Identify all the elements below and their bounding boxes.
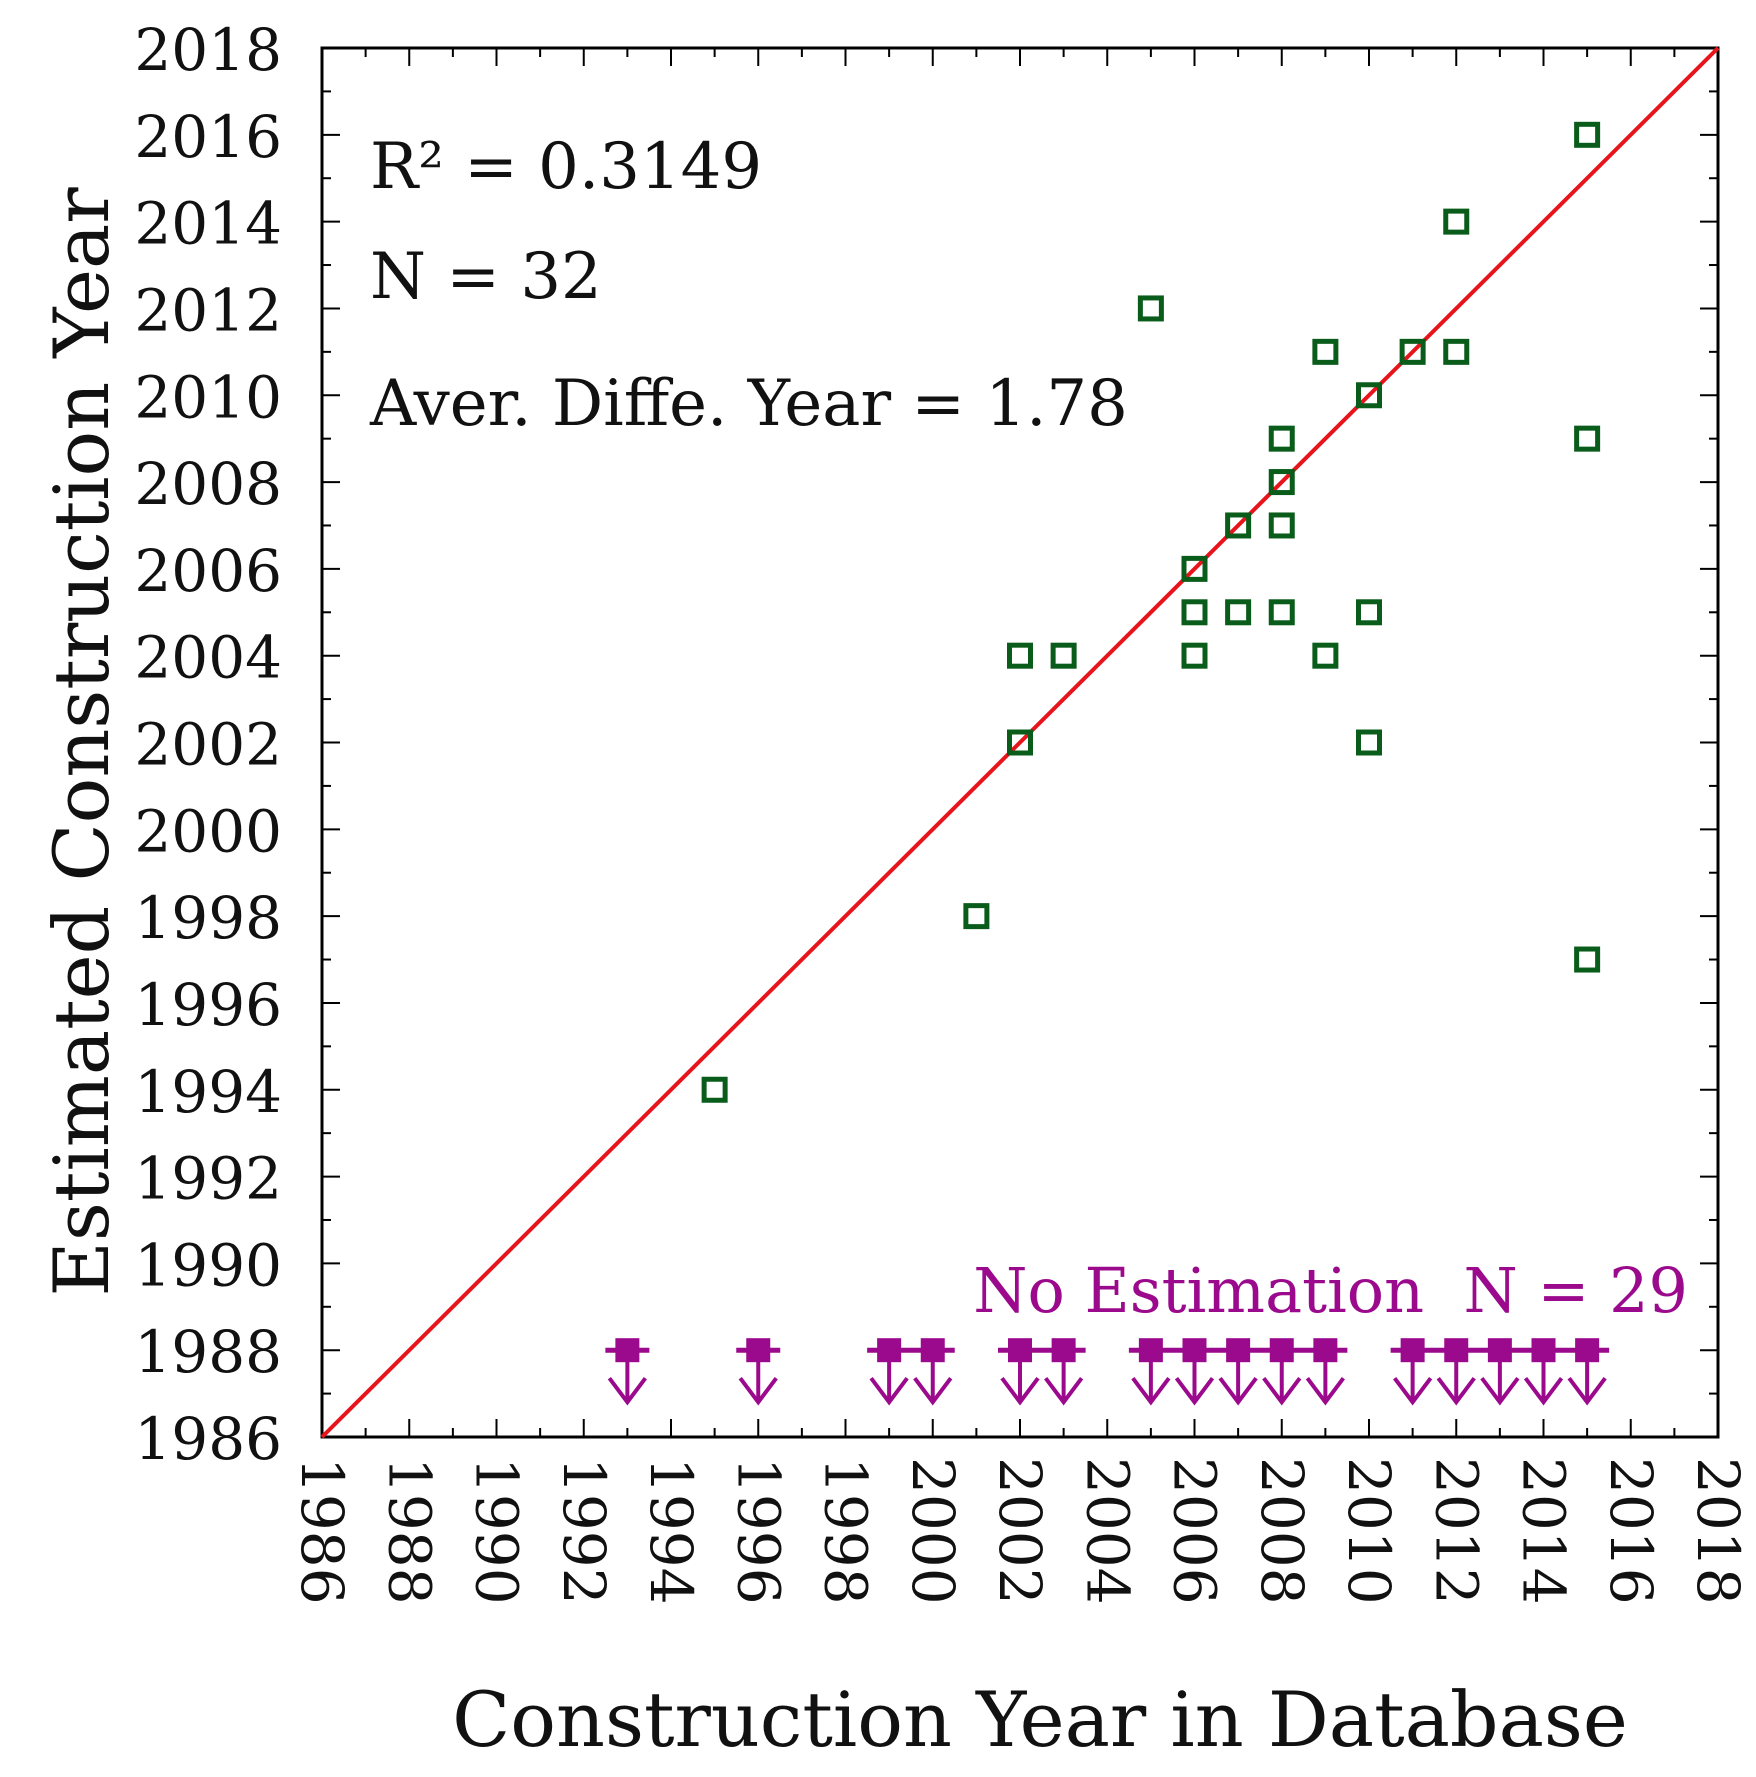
x-tick-label: 1998 — [812, 1457, 880, 1605]
estimated-point — [1268, 599, 1295, 626]
axis-ticks — [321, 47, 1719, 1438]
y-tick-label: 2006 — [134, 537, 282, 605]
no-estimation-arrow-head — [913, 1376, 953, 1406]
estimated-point — [1399, 338, 1426, 365]
estimated-point — [701, 1076, 728, 1103]
no-estimation-arrow-head — [1262, 1376, 1302, 1406]
estimated-point — [1356, 599, 1382, 626]
estimated-point — [1312, 338, 1339, 365]
no-estimation-arrow-head — [1218, 1376, 1258, 1406]
estimated-point — [1574, 425, 1601, 452]
estimated-point — [1181, 642, 1208, 669]
estimated-point — [1050, 642, 1077, 669]
x-tick-label: 2002 — [986, 1457, 1054, 1605]
y-axis-label: Estimated Construction Year — [37, 187, 126, 1297]
reference-line — [320, 46, 1720, 1439]
no-estimation-arrow-head — [1000, 1376, 1040, 1406]
no-estimation-arrow-head — [1131, 1376, 1171, 1406]
y-tick-label: 2010 — [134, 363, 282, 431]
x-tick-label: 1986 — [288, 1457, 356, 1605]
y-tick-label: 1986 — [134, 1405, 282, 1473]
n-annotation: N = 32 — [370, 240, 602, 314]
no-estimation-arrow-head — [738, 1376, 778, 1406]
estimated-point — [1312, 642, 1339, 669]
x-tick-label: 2012 — [1422, 1457, 1490, 1605]
y-tick-label: 2004 — [134, 624, 282, 692]
y-tick-label: 1998 — [134, 884, 282, 952]
x-tick-label: 1994 — [637, 1457, 705, 1605]
no-estimation-annotation: No Estimation N = 29 — [973, 1254, 1688, 1327]
estimated-point — [1574, 946, 1601, 973]
estimated-point — [1443, 208, 1470, 235]
x-tick-label: 1992 — [550, 1457, 618, 1605]
x-tick-label: 2010 — [1335, 1457, 1403, 1605]
y-tick-label: 2008 — [134, 450, 282, 518]
x-tick-label: 2016 — [1597, 1457, 1665, 1605]
x-tick-label: 2018 — [1684, 1457, 1752, 1605]
estimated-point — [1356, 729, 1382, 756]
y-tick-label: 1988 — [134, 1318, 282, 1386]
no-estimation-arrow-head — [869, 1376, 909, 1406]
estimated-point — [963, 903, 990, 930]
no-estimation-arrow-head — [1044, 1376, 1084, 1406]
reference-line-group — [320, 46, 1720, 1439]
estimated-point — [1007, 729, 1033, 756]
no-estimation-arrow-head — [1567, 1376, 1607, 1406]
y-tick-label: 1990 — [134, 1231, 282, 1299]
no-estimation-markers — [605, 1338, 1610, 1406]
no-estimation-arrow-head — [1523, 1376, 1564, 1406]
y-tick-label: 2014 — [134, 190, 282, 258]
average-difference-annotation: Aver. Diffe. Year = 1.78 — [369, 367, 1128, 441]
estimated-point — [1268, 425, 1295, 452]
no-estimation-arrow-head — [1393, 1376, 1433, 1406]
estimated-point — [1268, 512, 1295, 539]
r-squared-annotation: R² = 0.3149 — [370, 130, 762, 204]
x-tick-labels: 1986 1988 1990 1992 1994 1996 1998 2000 2002 2004… — [288, 1457, 1752, 1605]
estimated-point — [1181, 555, 1208, 582]
x-tick-label: 2004 — [1073, 1457, 1141, 1605]
no-estimation-arrow-head — [1305, 1376, 1345, 1406]
estimated-point — [1007, 642, 1033, 669]
no-estimation-arrow-head — [1174, 1376, 1215, 1406]
y-tick-label: 2002 — [134, 711, 282, 779]
estimated-point — [1574, 121, 1601, 148]
x-axis-label: Construction Year in Database — [452, 1675, 1628, 1764]
y-tick-label: 2000 — [134, 797, 282, 865]
estimated-point — [1137, 295, 1164, 322]
no-estimation-arrow-head — [1480, 1376, 1520, 1406]
x-tick-label: 1990 — [463, 1457, 531, 1605]
y-tick-label: 1994 — [134, 1058, 282, 1126]
x-tick-label: 2008 — [1248, 1457, 1316, 1605]
y-tick-label: 1996 — [134, 971, 282, 1039]
y-tick-label: 1992 — [134, 1145, 282, 1213]
y-tick-labels: 1986 1988 1990 1992 1994 1996 1998 2000 2002 2004… — [134, 16, 282, 1473]
no-estimation-arrow-head — [607, 1376, 647, 1406]
y-tick-label: 2018 — [134, 16, 282, 84]
estimated-point — [1225, 512, 1252, 539]
no-estimation-arrow-head — [1436, 1376, 1476, 1406]
x-tick-label: 2014 — [1510, 1457, 1578, 1605]
estimated-point — [1443, 338, 1470, 365]
data-points — [701, 121, 1601, 1103]
estimated-point — [1356, 382, 1382, 409]
y-tick-label: 2012 — [134, 276, 282, 344]
x-tick-label: 2000 — [899, 1457, 967, 1605]
estimated-point — [1268, 469, 1295, 496]
x-tick-label: 1988 — [375, 1457, 443, 1605]
x-tick-label: 1996 — [724, 1457, 792, 1605]
estimated-point — [1225, 599, 1252, 626]
x-tick-label: 2006 — [1161, 1457, 1229, 1605]
y-tick-label: 2016 — [134, 103, 282, 171]
estimated-point — [1181, 599, 1208, 626]
